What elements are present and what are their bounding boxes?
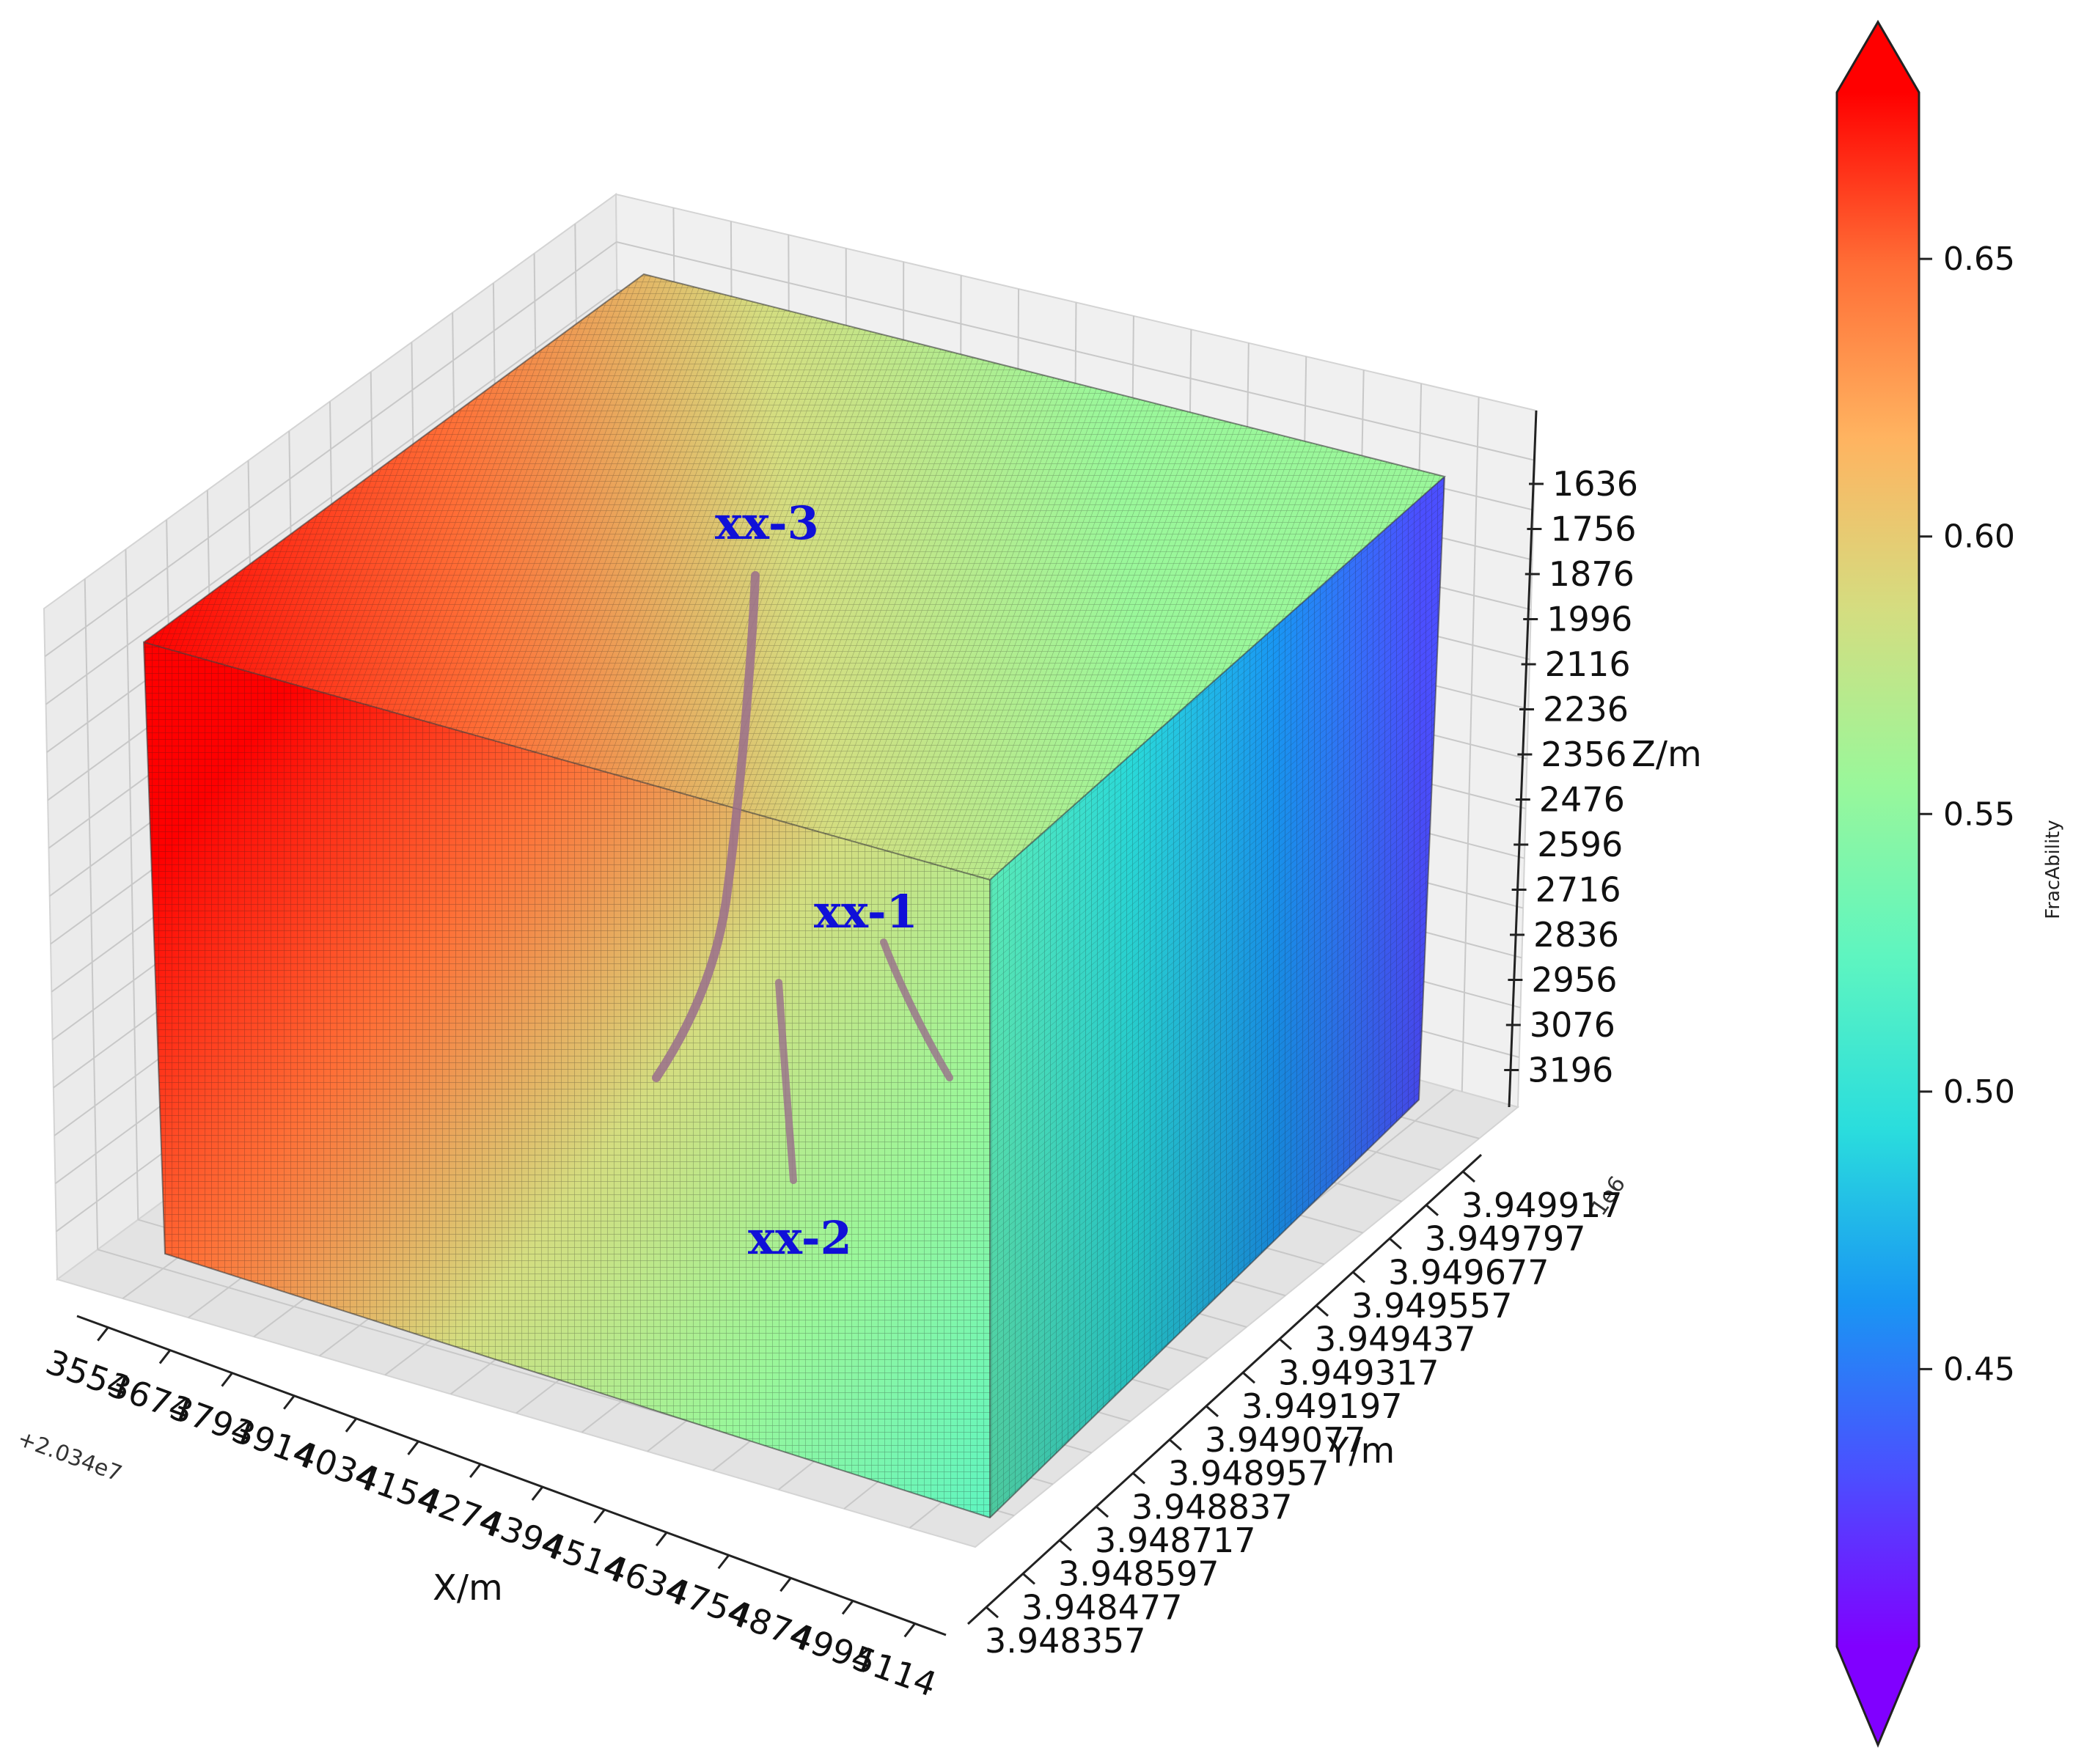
x-tick (593, 1509, 606, 1524)
y-tick (1426, 1204, 1439, 1216)
x-tick (221, 1372, 233, 1387)
y-tick (1316, 1304, 1329, 1317)
well-label-xx-2: xx-2 (748, 1211, 852, 1265)
y-tick (1352, 1271, 1365, 1284)
z-tick-label: 2236 (1543, 690, 1629, 730)
y-tick (1462, 1170, 1475, 1183)
y-tick (1022, 1573, 1035, 1585)
z-tick-label: 1996 (1547, 600, 1632, 639)
y-tick-label: 3.948717 (1095, 1521, 1256, 1560)
y-tick (1096, 1505, 1109, 1518)
y-tick (1389, 1238, 1402, 1250)
colorbar-label: FracAbility (2042, 820, 2064, 919)
y-axis-line (966, 1153, 1483, 1625)
x-tick (158, 1349, 172, 1364)
y-tick-label: 3.949077 (1205, 1420, 1366, 1460)
colorbar-tick-label: 0.50 (1943, 1073, 2015, 1111)
y-axis: Y/m 1e6 3.9483573.9484773.9485973.948717… (966, 1153, 1631, 1661)
colorbar: 0.45 0.50 0.55 0.60 0.65 FracAbility (1835, 20, 2064, 1748)
z-tick-label: 2596 (1537, 825, 1623, 864)
x-tick (283, 1394, 296, 1410)
y-tick (1242, 1372, 1255, 1384)
y-tick (1279, 1338, 1292, 1350)
y-tick-label: 3.949557 (1351, 1286, 1513, 1326)
y-tick-label: 3.948957 (1168, 1454, 1329, 1493)
y-tick-label: 3.948597 (1058, 1554, 1219, 1594)
z-tick-label: 3196 (1527, 1051, 1613, 1090)
well-trajectories: xx-3 xx-1 xx-2 (652, 496, 953, 1265)
x-axis-line (76, 1315, 947, 1636)
z-tick-label: 1636 (1552, 464, 1638, 504)
colorbar-tick-label: 0.60 (1943, 518, 2015, 556)
z-tick-label: 2716 (1536, 870, 1621, 910)
z-axis: Z/m 1636 1756 1876 1996 2116 2236 2356 2476 2596… (1504, 410, 1702, 1108)
x-tick (97, 1326, 109, 1342)
well-path-xx-2 (775, 979, 797, 1184)
x-tick (531, 1486, 544, 1501)
y-tick (986, 1606, 999, 1619)
x-tick (407, 1440, 419, 1455)
y-tick-label: 3.949917 (1461, 1186, 1623, 1225)
x-axis-offset: +2.034e7 (14, 1426, 125, 1488)
z-tick-label: 2116 (1545, 644, 1631, 684)
colorbar-outline (1835, 20, 1920, 1748)
x-tick (469, 1463, 482, 1478)
x-tick (345, 1417, 358, 1433)
colorbar-body (1837, 92, 1919, 1647)
z-axis-label: Z/m (1632, 734, 1702, 775)
well-label-xx-3: xx-3 (715, 496, 819, 550)
voxel-block (142, 273, 1447, 1519)
y-tick-label: 3.949677 (1388, 1252, 1549, 1292)
block-top-mesh (144, 274, 1445, 880)
y-tick (1206, 1405, 1219, 1417)
x-tick (841, 1600, 854, 1615)
x-tick-label: 5114 (848, 1638, 942, 1705)
z-tick-label: 1876 (1549, 554, 1634, 594)
z-tick-label: 1756 (1550, 510, 1636, 549)
z-tick-label: 3076 (1530, 1005, 1615, 1045)
z-tick-label: 2356 (1541, 735, 1626, 774)
colorbar-tick-label: 0.55 (1943, 795, 2015, 833)
colorbar-tick-label: 0.65 (1943, 240, 2015, 278)
block-right-mesh (990, 477, 1445, 1518)
y-tick (1169, 1438, 1182, 1451)
z-axis-line (1508, 410, 1538, 1108)
y-tick-label: 3.948357 (985, 1621, 1146, 1661)
colorbar-extend-bottom (1837, 1647, 1919, 1745)
z-tick-label: 2476 (1539, 780, 1625, 820)
y-tick-label: 3.949797 (1425, 1219, 1586, 1259)
x-axis-label: X/m (433, 1568, 503, 1609)
block-front-mesh (144, 642, 990, 1518)
well-label-xx-1: xx-1 (814, 885, 918, 938)
y-tick-label: 3.949317 (1278, 1353, 1439, 1392)
well-path-xx-1 (880, 938, 953, 1081)
block-edges (142, 273, 1447, 1519)
well-path-xx-3 (652, 571, 760, 1082)
x-tick (903, 1622, 916, 1638)
x-tick (717, 1554, 730, 1570)
y-tick-label: 3.948837 (1131, 1487, 1293, 1526)
x-tick (779, 1577, 792, 1592)
colorbar-tick-label: 0.45 (1943, 1350, 2015, 1388)
colorbar-extend-top (1837, 22, 1919, 92)
y-tick-label: 3.948477 (1021, 1587, 1183, 1627)
y-tick (1059, 1539, 1072, 1551)
z-tick-label: 2956 (1531, 960, 1617, 1000)
y-tick-label: 3.949197 (1241, 1386, 1403, 1426)
grid-line (616, 241, 1536, 461)
y-axis-label: Y/m (1327, 1430, 1395, 1471)
x-tick (655, 1532, 668, 1547)
z-tick-label: 2836 (1533, 915, 1619, 955)
y-tick (1132, 1472, 1145, 1485)
y-tick-label: 3.949437 (1315, 1320, 1476, 1359)
